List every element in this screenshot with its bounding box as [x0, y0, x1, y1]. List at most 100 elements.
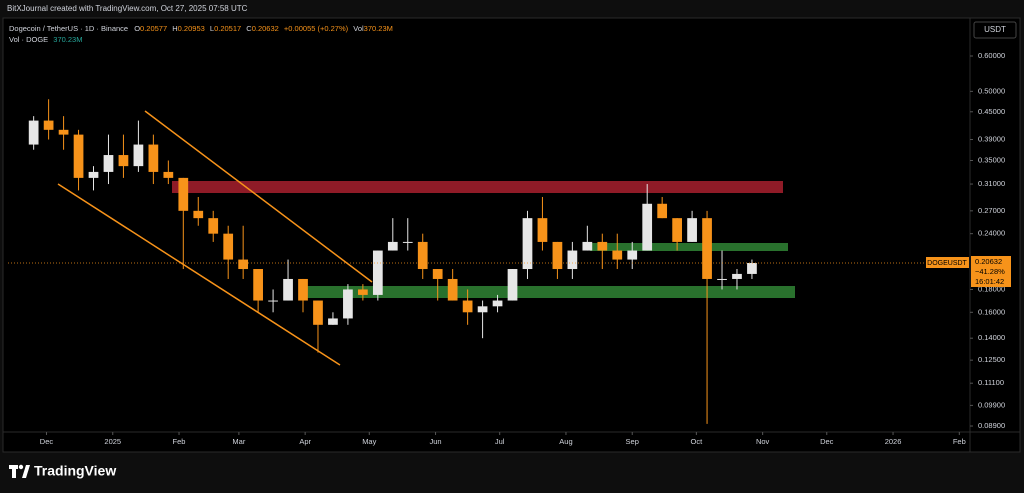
candle-body — [432, 269, 443, 279]
x-tick-label: Jun — [430, 437, 442, 446]
currency-label: USDT — [984, 25, 1006, 34]
resistance-zone — [172, 181, 783, 193]
x-tick-label: Oct — [691, 437, 704, 446]
candle-body — [582, 241, 593, 251]
legend-h-label: H — [172, 24, 177, 33]
legend-volume-value: 370.23M — [53, 35, 82, 44]
candle-body — [103, 155, 114, 172]
candle-body — [58, 129, 69, 135]
candle-body — [223, 233, 234, 260]
y-tick-label: 0.12500 — [978, 355, 1005, 364]
logo-stem — [12, 465, 16, 478]
legend-text: Dogecoin / TetherUS · 1D · Binance O0.20… — [9, 24, 393, 33]
price-tag-box — [971, 256, 1011, 287]
candle-body — [372, 250, 383, 295]
candle-body — [28, 120, 39, 145]
candle-body — [148, 144, 159, 172]
candle-body — [657, 203, 668, 219]
y-tick-label: 0.39000 — [978, 135, 1005, 144]
candle-body — [298, 278, 308, 301]
candle-body — [462, 300, 473, 313]
logo-dot — [18, 464, 24, 470]
candle-body — [88, 171, 99, 178]
candle-body — [642, 203, 653, 251]
candle-body — [672, 218, 682, 242]
legend-volume-line: Vol · DOGE 370.23M — [9, 35, 82, 44]
footer-brand: TradingView — [34, 463, 116, 479]
legend: Dogecoin / TetherUS · 1D · Binance O0.20… — [9, 24, 393, 44]
x-tick-label: Feb — [953, 437, 966, 446]
footer-logo — [9, 464, 30, 478]
legend-o-label: O — [134, 24, 140, 33]
candle-body — [43, 120, 54, 130]
y-tick-label: 0.50000 — [978, 86, 1005, 95]
candle-body — [702, 218, 712, 279]
candles — [8, 99, 970, 424]
y-tick-label: 0.24000 — [978, 229, 1005, 238]
candle-body — [417, 241, 428, 270]
legend-symbol: Dogecoin / TetherUS · 1D · Binance — [9, 24, 128, 33]
y-tick-label: 0.27000 — [978, 206, 1005, 215]
x-tick-label: Mar — [232, 437, 245, 446]
price-tag-symbol-box — [926, 257, 969, 268]
y-tick-label: 0.18000 — [978, 284, 1005, 293]
legend-vol-label: Vol — [353, 24, 364, 33]
legend-l-label: L — [210, 24, 214, 33]
legend-vol: 370.23M — [364, 24, 393, 33]
candle-body — [268, 300, 278, 302]
legend-h: 0.20953 — [178, 24, 205, 33]
x-tick-label: Nov — [756, 437, 770, 446]
logo-slash — [22, 465, 30, 478]
candle-body — [477, 306, 488, 313]
candle-body — [717, 278, 727, 280]
x-tick-label: Dec — [40, 437, 54, 446]
candle-body — [567, 250, 578, 270]
legend-l: 0.20517 — [214, 24, 241, 33]
candle-body — [193, 210, 204, 219]
x-tick-label: Jul — [495, 437, 505, 446]
candle-body — [507, 269, 518, 301]
candle-body — [118, 155, 129, 167]
candle-body — [358, 289, 368, 295]
candle-body — [343, 289, 353, 319]
chart-panel — [2, 17, 1021, 453]
support-zone-upper — [590, 243, 788, 251]
candle-body — [328, 318, 338, 325]
candle-body — [163, 171, 174, 178]
x-tick-label: Feb — [173, 437, 186, 446]
candle-body — [447, 278, 458, 301]
legend-c-label: C — [246, 24, 252, 33]
legend-volume-label: Vol · DOGE — [9, 35, 48, 44]
candle-body — [492, 300, 503, 307]
candle-body — [208, 218, 219, 234]
y-tick-label: 0.08900 — [978, 421, 1005, 430]
candle-body — [283, 278, 293, 301]
y-tick-label: 0.31000 — [978, 179, 1005, 188]
candle-body — [597, 241, 608, 251]
currency-button[interactable] — [973, 21, 1017, 39]
y-tick-label: 0.14000 — [978, 333, 1005, 342]
candle-body — [253, 269, 263, 301]
y-tick-label: 0.60000 — [978, 51, 1005, 60]
candle-body — [387, 241, 398, 251]
candle-body — [732, 273, 742, 279]
price-tag-price: 0.20632 — [975, 257, 1002, 266]
price-tag-countdown: 16:01:42 — [975, 277, 1004, 286]
axes: 0.60000 0.50000 0.45000 0.39000 0.35000 0.310… — [40, 51, 1005, 446]
candle-body — [552, 241, 563, 270]
channel-upper — [144, 110, 373, 283]
legend-c: 0.20632 — [252, 24, 279, 33]
candle-body — [402, 241, 413, 243]
price-tag-symbol: DOGEUSDT — [927, 260, 967, 267]
candle-body — [73, 134, 84, 178]
candle-body — [747, 263, 757, 274]
candle-body — [522, 218, 533, 270]
top-bar-text: BitXJournal created with TradingView.com… — [7, 4, 248, 13]
candle-body — [612, 250, 623, 260]
x-tick-label: Dec — [820, 437, 834, 446]
legend-o: 0.20577 — [140, 24, 167, 33]
candle-body — [178, 177, 189, 211]
candle-body — [627, 250, 638, 260]
